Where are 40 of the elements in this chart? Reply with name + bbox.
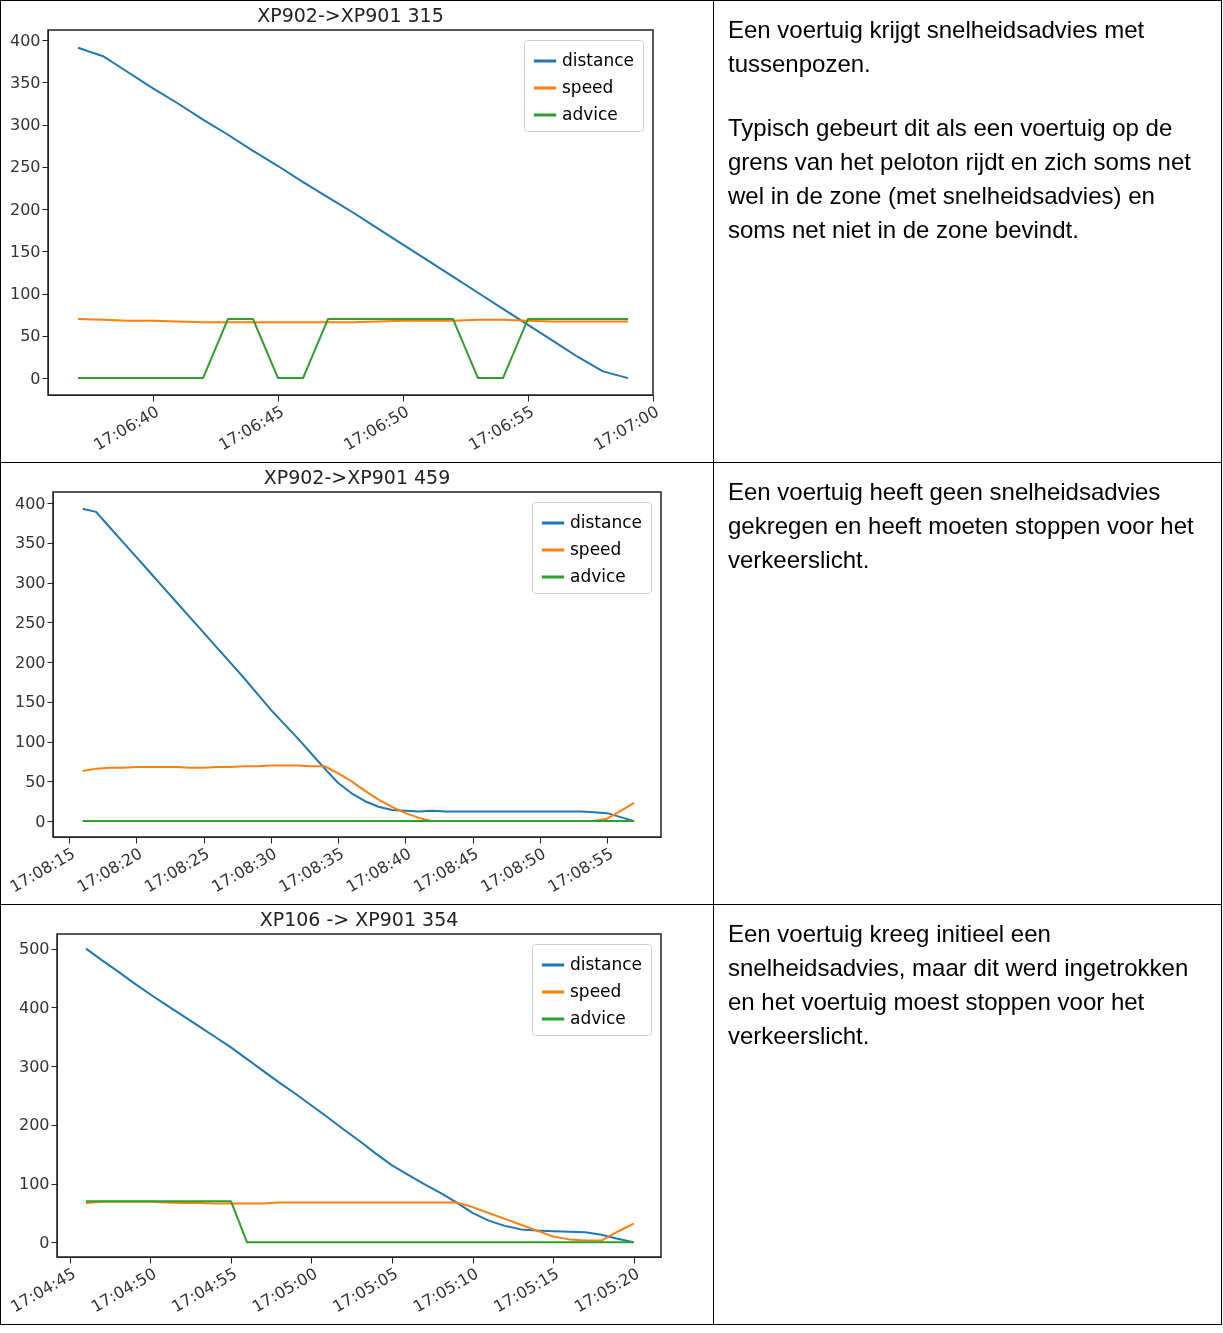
y-tick-label: 100 [18, 1174, 50, 1194]
chart-title: XP902->XP901 315 [257, 4, 444, 26]
y-tick-label: 400 [18, 997, 50, 1017]
y-tick-label: 300 [9, 115, 41, 135]
text: Een voertuig heeft geen snelheidsadvies gekregen en heeft moeten stoppen voor het verkeerslicht. [728, 477, 1195, 575]
legend-label: speed [570, 539, 622, 559]
y-tick-label: 50 [20, 326, 41, 346]
y-tick-label: 350 [9, 72, 41, 92]
chart-title: XP106 -> XP901 354 [259, 908, 459, 930]
y-tick-label: 150 [14, 692, 46, 712]
y-tick-label: 100 [9, 284, 41, 304]
legend-label: speed [570, 981, 622, 1001]
y-tick-label: 0 [35, 811, 46, 831]
legend-label: speed [562, 77, 614, 97]
y-tick-label: 250 [14, 612, 46, 632]
y-tick-label: 100 [14, 732, 46, 752]
text: Een voertuig kreeg initieel een snelheidsadvies, maar dit werd ingetrokken en het voertuig moest stoppen voor het verkeerslicht. [728, 919, 1190, 1051]
y-tick-label: 150 [9, 241, 41, 261]
y-tick-label: 400 [14, 493, 46, 513]
legend-label: distance [562, 50, 635, 70]
legend-label: advice [570, 566, 626, 586]
text: Typisch gebeurt dit als een voertuig op de grens van het peloton rijdt en zich soms net wel in de zone (met snelheidsadvies) en soms net niet in de zone bevindt. [728, 113, 1192, 245]
y-tick-label: 350 [14, 533, 46, 553]
legend-label: advice [570, 1008, 626, 1028]
y-tick-label: 50 [25, 771, 46, 791]
y-tick-label: 300 [18, 1056, 50, 1076]
y-tick-label: 200 [18, 1115, 50, 1135]
y-tick-label: 400 [9, 30, 41, 50]
y-tick-label: 250 [9, 157, 41, 177]
y-tick-label: 0 [30, 368, 41, 388]
y-tick-label: 200 [9, 199, 41, 219]
chart-title: XP902->XP901 459 [263, 466, 451, 488]
legend-label: distance [570, 954, 643, 974]
y-tick-label: 0 [39, 1232, 50, 1252]
legend-label: distance [570, 512, 643, 532]
y-tick-label: 300 [14, 573, 46, 593]
y-tick-label: 200 [14, 652, 46, 672]
text: Een voertuig krijgt snelheidsadvies met tussenpozen. [728, 15, 1146, 79]
legend-label: advice [562, 104, 618, 124]
y-tick-label: 500 [18, 939, 50, 959]
